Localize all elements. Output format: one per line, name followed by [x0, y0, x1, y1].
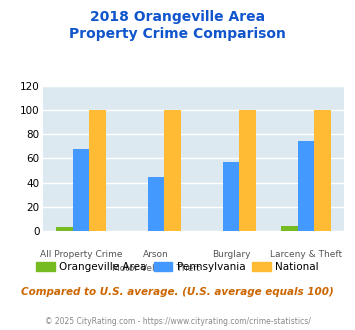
Text: All Property Crime: All Property Crime [40, 250, 122, 259]
Bar [223, 162, 239, 231]
Bar [314, 110, 331, 231]
Text: Burglary: Burglary [212, 250, 250, 259]
Bar [281, 226, 297, 231]
Bar [239, 110, 256, 231]
Text: Motor Vehicle Theft: Motor Vehicle Theft [112, 264, 200, 273]
Text: Compared to U.S. average. (U.S. average equals 100): Compared to U.S. average. (U.S. average … [21, 287, 334, 297]
Bar [73, 149, 89, 231]
Text: Arson: Arson [143, 250, 169, 259]
Text: 2018 Orangeville Area
Property Crime Comparison: 2018 Orangeville Area Property Crime Com… [69, 10, 286, 41]
Legend: Orangeville Area, Pennsylvania, National: Orangeville Area, Pennsylvania, National [32, 258, 323, 276]
Bar [297, 142, 314, 231]
Bar [89, 110, 106, 231]
Text: Larceny & Theft: Larceny & Theft [270, 250, 342, 259]
Bar [148, 177, 164, 231]
Text: © 2025 CityRating.com - https://www.cityrating.com/crime-statistics/: © 2025 CityRating.com - https://www.city… [45, 317, 310, 326]
Bar [164, 110, 181, 231]
Bar [56, 227, 73, 231]
